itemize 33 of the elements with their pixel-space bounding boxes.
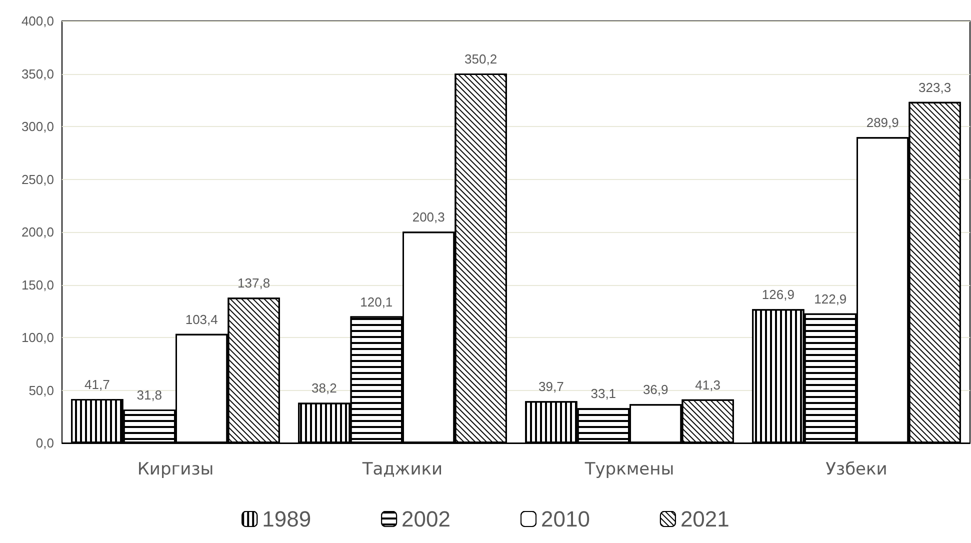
y-tick-label: 150,0: [21, 277, 54, 292]
data-label: 350,2: [464, 52, 498, 67]
y-tick-label: 350,0: [21, 66, 54, 82]
data-label: 120,1: [360, 294, 393, 310]
y-tick-label: 50,0: [28, 382, 54, 398]
data-label: 41,7: [84, 377, 110, 392]
legend-label: 2010: [541, 506, 590, 532]
data-label: 33,1: [590, 386, 616, 402]
data-label: 200,3: [412, 210, 445, 225]
data-label: 39,7: [538, 379, 564, 394]
data-label: 38,2: [312, 380, 337, 396]
y-tick-label: 0,0: [36, 436, 54, 450]
data-label: 323,3: [918, 80, 952, 95]
data-label: 41,3: [695, 377, 720, 392]
data-label: 126,9: [762, 287, 794, 302]
legend-label: 1989: [262, 506, 312, 532]
y-tick-label: 200,0: [21, 224, 54, 240]
data-label: 103,4: [185, 312, 218, 327]
x-tick-label: Узбеки: [826, 460, 888, 480]
legend-label: 2021: [680, 506, 730, 532]
data-label: 137,8: [238, 276, 270, 291]
y-tick-label: 100,0: [21, 330, 54, 345]
x-tick-label: Таджики: [361, 460, 443, 480]
y-tick-label: 300,0: [21, 119, 54, 134]
y-tick-label: 400,0: [21, 14, 54, 28]
data-label: 289,9: [866, 115, 899, 130]
legend-label: 2002: [402, 506, 451, 532]
data-label: 36,9: [642, 382, 668, 398]
data-label: 122,9: [814, 291, 847, 306]
x-tick-label: Киргизы: [137, 460, 214, 480]
data-label: 31,8: [136, 387, 162, 402]
x-tick-label: Туркмены: [584, 460, 674, 480]
y-tick-label: 250,0: [21, 172, 54, 187]
